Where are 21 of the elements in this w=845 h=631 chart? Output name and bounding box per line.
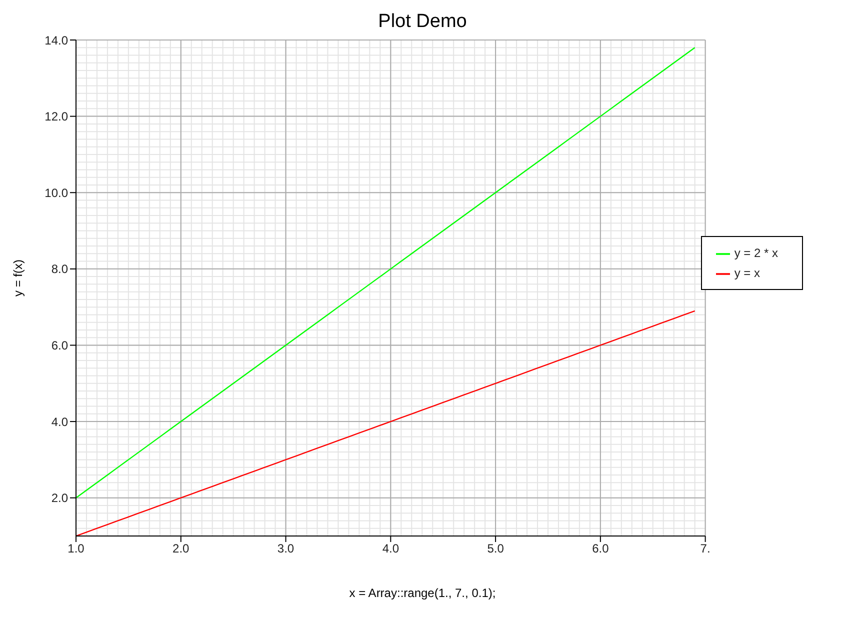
- x-tick-label: 5.0: [487, 542, 504, 556]
- y-tick-label: 2.0: [51, 491, 68, 506]
- legend-label: y = 2 * x: [734, 246, 778, 260]
- y-tick-label: 8.0: [51, 262, 68, 276]
- y-tick-label: 12.0: [44, 110, 68, 124]
- x-tick-label: 6.0: [592, 542, 610, 556]
- chart-title: Plot Demo: [378, 11, 467, 32]
- x-tick-label: 4.0: [382, 542, 400, 556]
- x-tick-label: 3.0: [277, 542, 294, 556]
- y-tick-label: 4.0: [51, 414, 68, 429]
- y-tick-label: 10.0: [44, 186, 68, 200]
- x-tick-label: 7.: [700, 542, 710, 556]
- y-tick-label: 6.0: [51, 338, 68, 352]
- x-tick-label: 1.0: [68, 542, 85, 556]
- line-series: [76, 47, 696, 498]
- y-tick-label: 14.0: [44, 33, 68, 48]
- legend-label: y = x: [734, 266, 760, 280]
- x-tick-label: 2.0: [172, 542, 190, 556]
- x-axis-title: x = Array::range(1., 7., 0.1);: [348, 586, 497, 600]
- y-axis-title: y = f(x): [11, 259, 25, 296]
- line-series: [76, 310, 696, 536]
